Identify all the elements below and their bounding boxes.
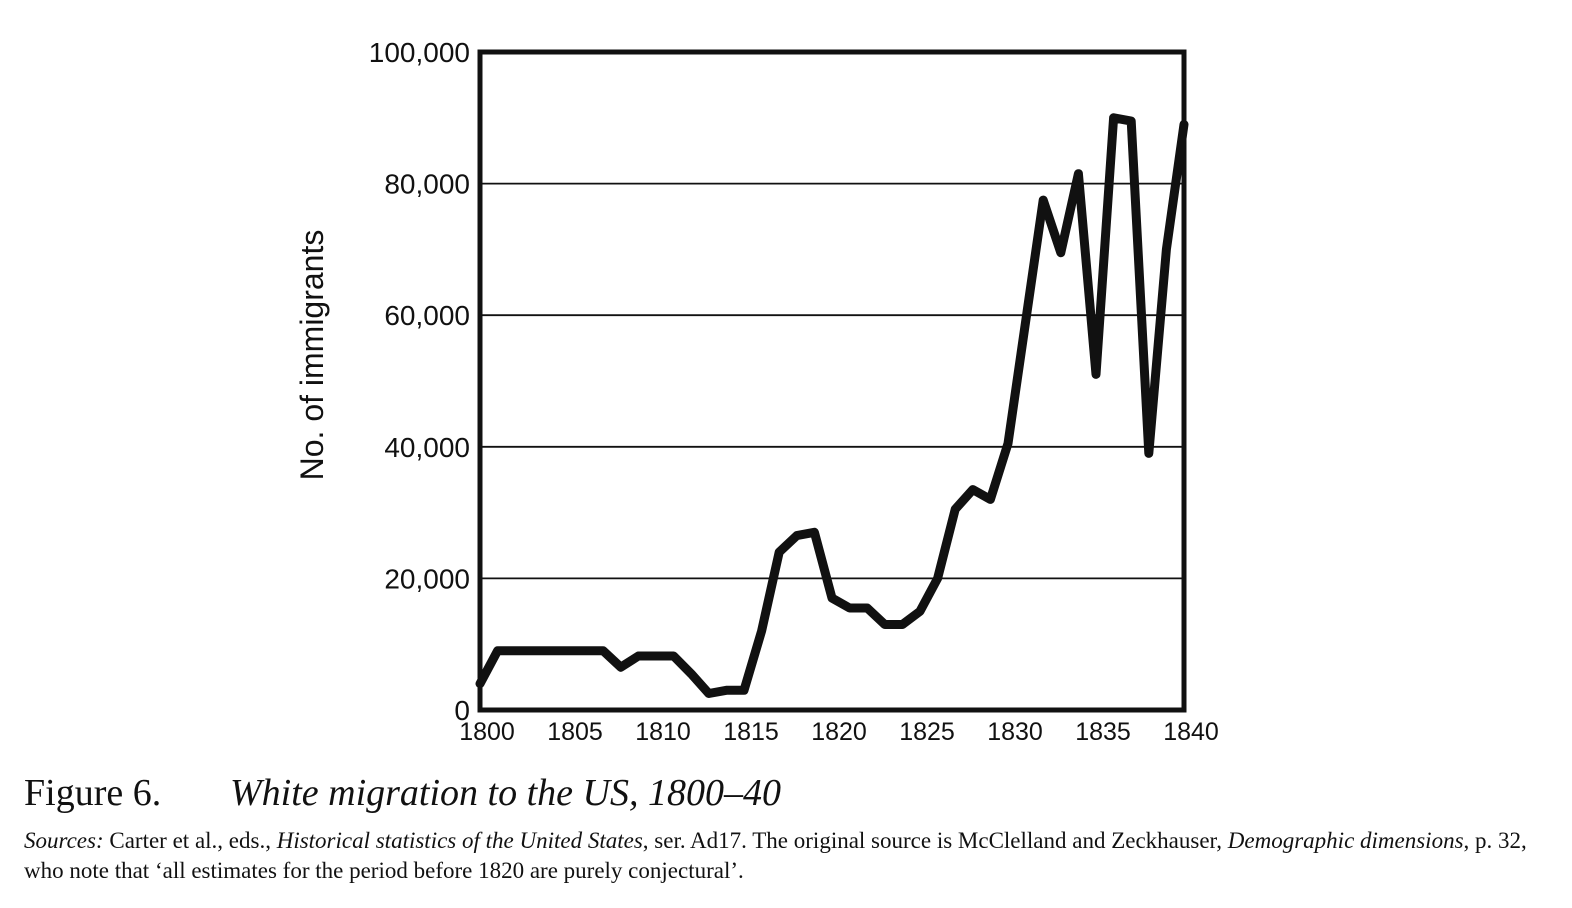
- y-axis-label: No. of immigrants: [294, 230, 330, 481]
- data-point: [673, 655, 675, 657]
- plot-frame: [477, 49, 1187, 713]
- sources-label: Sources:: [24, 828, 104, 853]
- data-point: [778, 551, 780, 553]
- sources-work-title: Historical statistics of the United Stat…: [276, 828, 643, 853]
- data-point: [884, 623, 886, 625]
- data-point: [1148, 452, 1150, 454]
- data-point: [989, 498, 991, 500]
- y-tick-label: 60,000: [384, 300, 470, 331]
- y-tick-label: 0: [454, 695, 470, 726]
- data-point: [602, 650, 604, 652]
- x-tick-label: 1830: [987, 718, 1043, 746]
- gridlines: [480, 182, 1184, 580]
- data-point: [796, 535, 798, 537]
- data-point: [514, 650, 516, 652]
- data-point: [831, 597, 833, 599]
- y-tick-label: 20,000: [384, 563, 470, 594]
- x-tick-label: 1800: [459, 718, 515, 746]
- x-tick-label: 1805: [547, 718, 603, 746]
- sources-text: Carter et al., eds.,: [103, 828, 277, 853]
- x-tick-label: 1840: [1163, 718, 1219, 746]
- x-tick-label: 1835: [1075, 718, 1131, 746]
- data-point: [1007, 443, 1009, 445]
- y-axis-ticks: 0 20,000 40,000 60,000 80,000 100,000: [369, 37, 470, 726]
- data-point: [567, 650, 569, 652]
- data-point: [1025, 321, 1027, 323]
- data-point: [919, 610, 921, 612]
- x-tick-label: 1820: [811, 718, 867, 746]
- figure-sources: Sources: Carter et al., eds., Historical…: [24, 826, 1554, 886]
- data-point: [849, 607, 851, 609]
- data-point: [743, 689, 745, 691]
- series-points: [479, 117, 1185, 695]
- data-point: [1165, 248, 1167, 250]
- sources-text: , p. 32, who note that ‘all estimates fo…: [24, 828, 1527, 883]
- x-axis-ticks: 1800 1805 1810 1815 1820 1825 1830 1835 1840: [459, 718, 1219, 746]
- data-point: [532, 650, 534, 652]
- figure-title-line: Figure 6. White migration to the US, 1800…: [24, 770, 1554, 816]
- x-tick-label: 1815: [723, 718, 779, 746]
- y-tick-label: 80,000: [384, 169, 470, 200]
- data-point: [1095, 373, 1097, 375]
- figure-title: White migration to the US, 1800–40: [230, 772, 781, 814]
- y-tick-label: 100,000: [369, 37, 470, 68]
- data-point: [637, 655, 639, 657]
- figure-number: Figure 6.: [24, 772, 162, 814]
- sources-text: , ser. Ad17. The original source is McCl…: [642, 828, 1228, 853]
- immigrants-series-line: [475, 113, 1189, 698]
- data-point: [761, 630, 763, 632]
- y-tick-label: 40,000: [384, 432, 470, 463]
- x-tick-label: 1825: [899, 718, 955, 746]
- data-point: [954, 508, 956, 510]
- data-point: [1060, 252, 1062, 254]
- data-point: [479, 683, 481, 685]
- data-point: [1077, 173, 1079, 175]
- data-point: [813, 531, 815, 533]
- data-point: [690, 673, 692, 675]
- x-tick-label: 1810: [635, 718, 691, 746]
- data-point: [972, 489, 974, 491]
- data-point: [708, 693, 710, 695]
- data-point: [620, 666, 622, 668]
- data-point: [1183, 123, 1185, 125]
- data-point: [497, 650, 499, 652]
- sources-work-title: Demographic dimensions: [1227, 828, 1464, 853]
- figure-caption: Figure 6. White migration to the US, 1800…: [24, 770, 1554, 886]
- data-point: [725, 689, 727, 691]
- data-point: [549, 650, 551, 652]
- data-point: [1042, 199, 1044, 201]
- data-point: [655, 655, 657, 657]
- data-point: [901, 623, 903, 625]
- data-point: [1113, 117, 1115, 119]
- data-point: [585, 650, 587, 652]
- data-point: [937, 577, 939, 579]
- data-point: [866, 607, 868, 609]
- data-point: [1130, 120, 1132, 122]
